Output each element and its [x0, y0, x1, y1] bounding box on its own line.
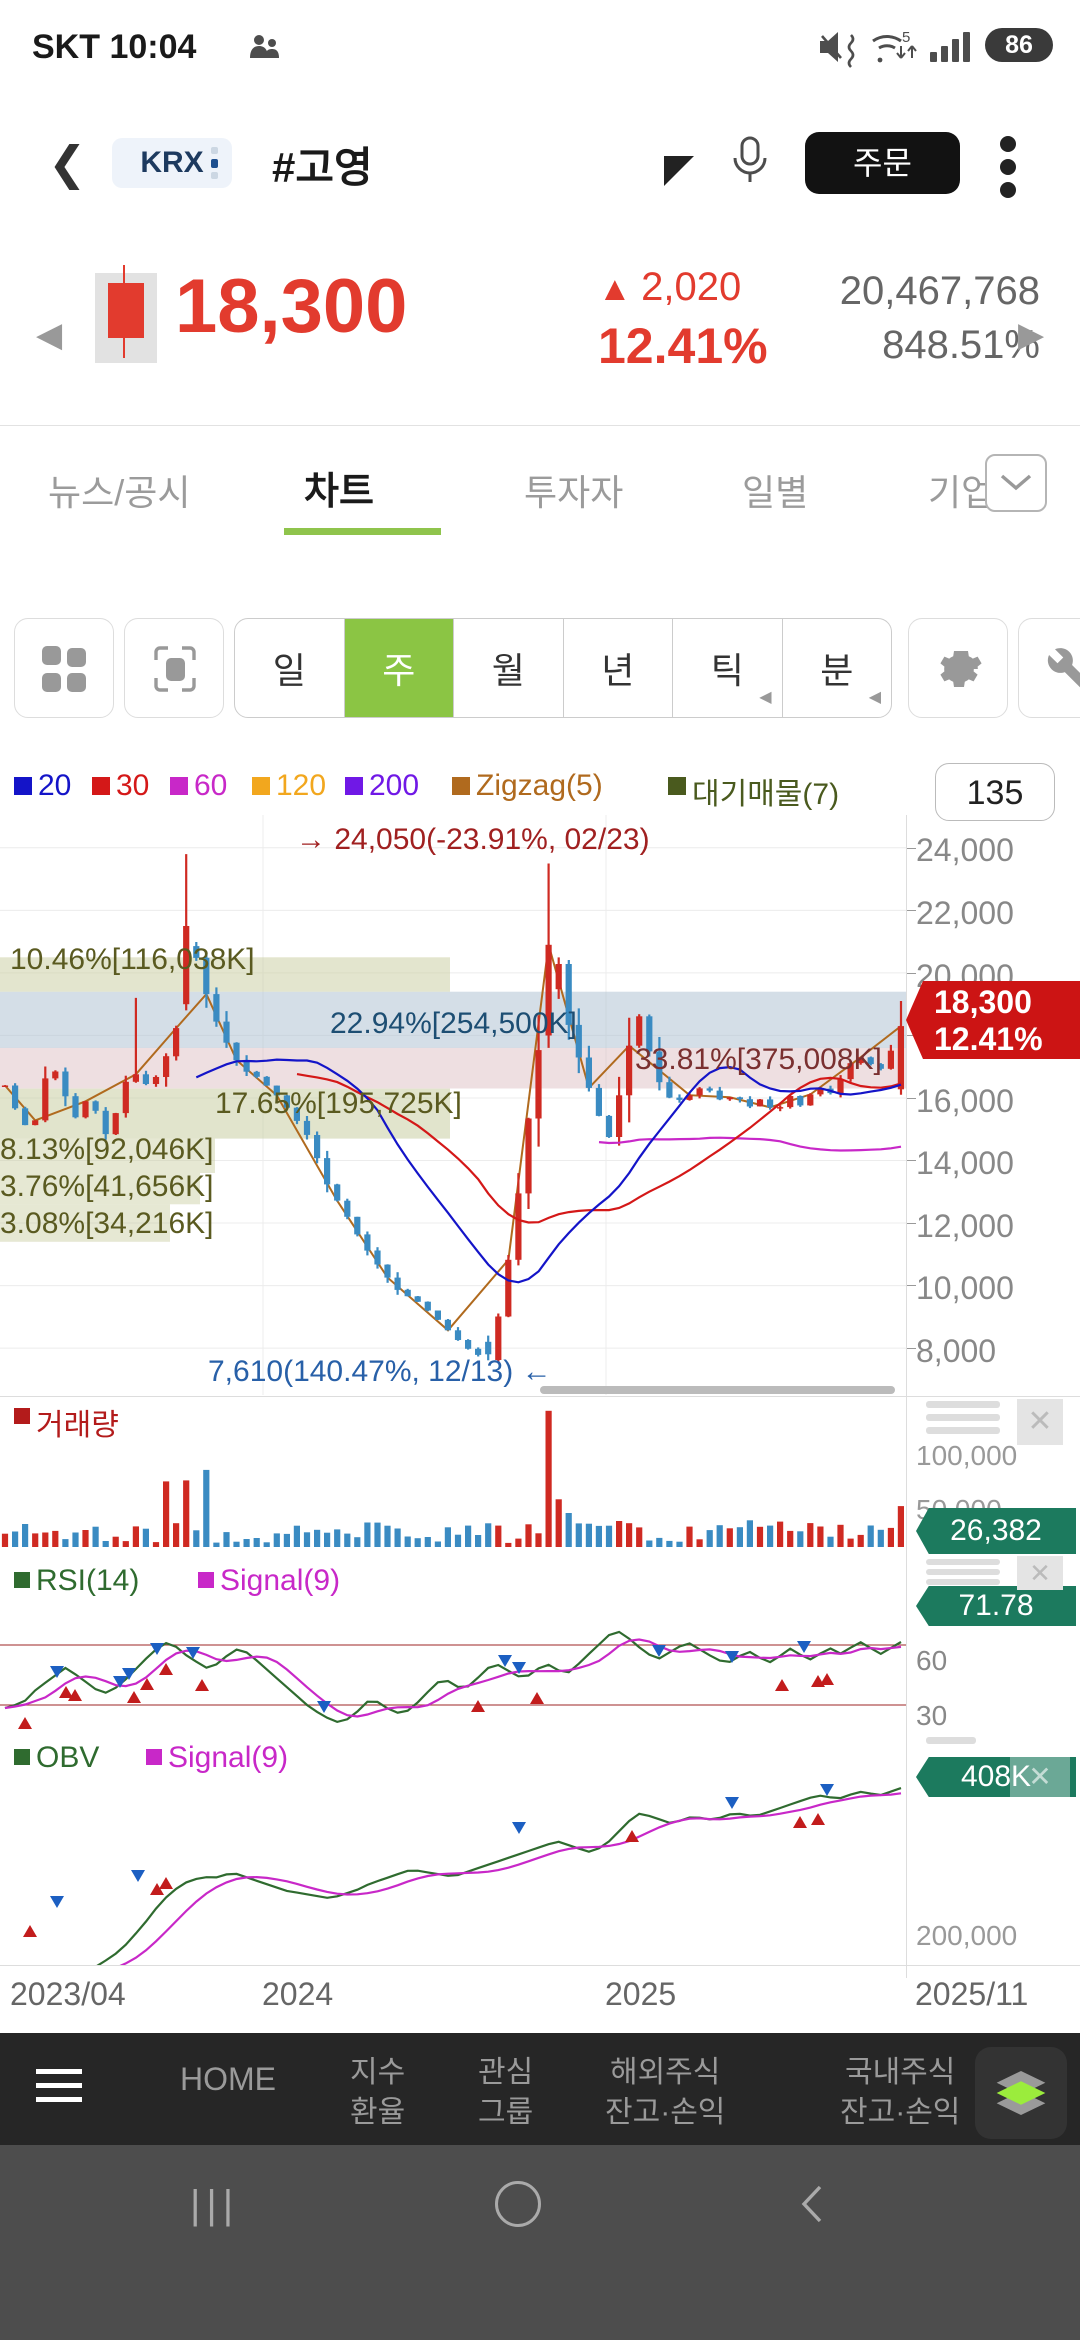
- svg-text:5: 5: [902, 29, 910, 46]
